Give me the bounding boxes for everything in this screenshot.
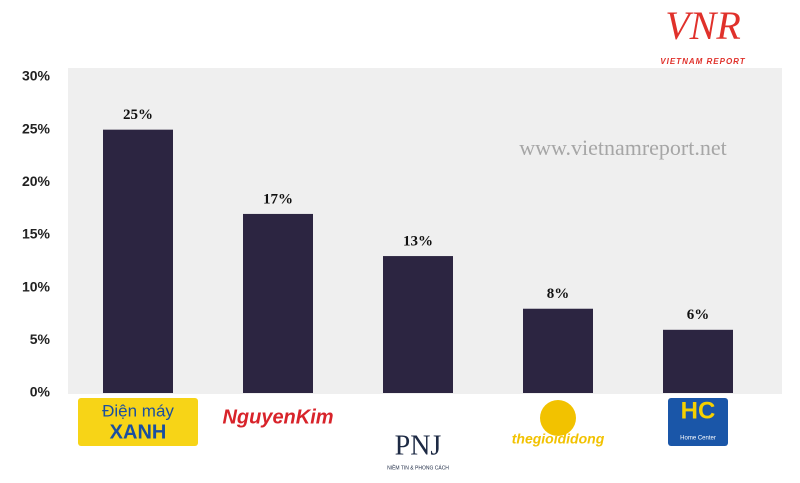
- y-tick-label: 30%: [22, 68, 51, 84]
- logo-icon: [540, 400, 576, 436]
- value-label: 8%: [547, 286, 570, 302]
- bar: [523, 308, 593, 393]
- x-tick-label: NguyenKim: [222, 406, 333, 428]
- x-tick-label: HC: [681, 397, 716, 424]
- y-tick-label: 20%: [22, 173, 51, 189]
- x-tick-label: PNJ: [395, 430, 442, 461]
- y-tick-label: 5%: [30, 331, 51, 347]
- x-tick-sublabel: NIỀM TIN & PHONG CÁCH: [387, 464, 449, 471]
- x-tick-sublabel: XANH: [110, 421, 167, 443]
- value-label: 13%: [403, 234, 433, 250]
- value-label: 17%: [263, 191, 293, 207]
- x-tick-label: thegioididong: [512, 431, 605, 447]
- x-tick-label: Điện máy: [102, 401, 174, 420]
- brand-logo: VNR: [665, 3, 741, 48]
- bar: [103, 129, 173, 393]
- bar: [383, 256, 453, 393]
- logo-box: [668, 398, 728, 446]
- y-tick-label: 0%: [30, 384, 51, 400]
- y-tick-label: 25%: [22, 120, 51, 136]
- bar: [663, 329, 733, 393]
- y-tick-label: 10%: [22, 278, 51, 294]
- watermark: www.vietnamreport.net: [519, 135, 727, 160]
- value-label: 6%: [687, 307, 710, 323]
- value-label: 25%: [123, 107, 153, 123]
- brand-name: VIETNAM REPORT: [660, 57, 746, 66]
- y-tick-label: 15%: [22, 226, 51, 242]
- x-tick-sublabel: Home Center: [680, 436, 716, 442]
- bar: [243, 213, 313, 393]
- logo-box: [78, 398, 198, 446]
